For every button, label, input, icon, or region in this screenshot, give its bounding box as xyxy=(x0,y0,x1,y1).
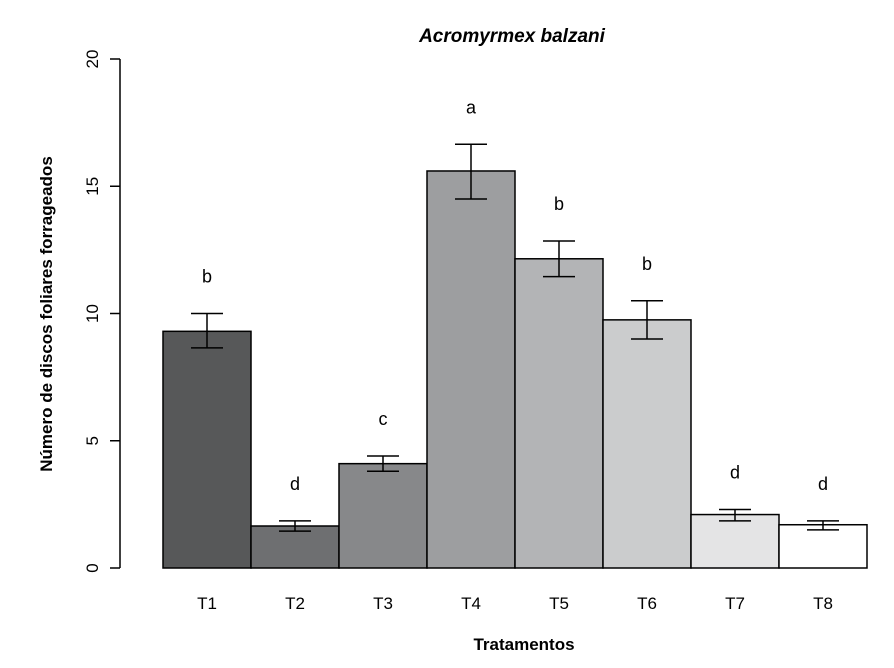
significance-letter-T3: c xyxy=(379,409,388,429)
y-axis: 0 5 10 15 20 xyxy=(83,50,120,573)
significance-letter-T8: d xyxy=(818,474,828,494)
chart-title: Acromyrmex balzani xyxy=(418,26,606,47)
x-axis-labels: T1 T2 T3 T4 T5 T6 T7 T8 xyxy=(197,594,833,613)
x-tick-label-T5: T5 xyxy=(549,594,569,613)
y-tick-label-2: 10 xyxy=(83,304,102,323)
significance-letters: b d c a b b d d xyxy=(202,97,828,494)
x-tick-label-T7: T7 xyxy=(725,594,745,613)
x-tick-label-T1: T1 xyxy=(197,594,217,613)
bar-T8 xyxy=(778,523,868,569)
significance-letter-T2: d xyxy=(290,474,300,494)
x-tick-label-T4: T4 xyxy=(461,594,481,613)
y-tick-label-4: 20 xyxy=(83,50,102,69)
bar-T4 xyxy=(426,170,516,569)
y-tick-label-0: 0 xyxy=(83,563,102,572)
bar-T1 xyxy=(162,330,252,569)
bar-T5 xyxy=(514,258,604,569)
significance-letter-T5: b xyxy=(554,194,564,214)
x-axis-title: Tratamentos xyxy=(473,635,574,654)
significance-letter-T4: a xyxy=(466,97,477,117)
bar-T2 xyxy=(250,525,340,569)
x-tick-label-T2: T2 xyxy=(285,594,305,613)
significance-letter-T1: b xyxy=(202,267,212,287)
y-tick-label-3: 15 xyxy=(83,177,102,196)
bar-T6 xyxy=(602,319,692,569)
error-bars xyxy=(191,143,839,532)
y-tick-label-1: 5 xyxy=(83,436,102,445)
x-tick-label-T3: T3 xyxy=(373,594,393,613)
y-axis-title: Número de discos foliares forrageados xyxy=(37,156,56,472)
bar-T7 xyxy=(690,513,780,569)
bars xyxy=(162,170,868,569)
bar-T3 xyxy=(338,462,428,569)
significance-letter-T7: d xyxy=(730,462,740,482)
x-tick-label-T8: T8 xyxy=(813,594,833,613)
x-tick-label-T6: T6 xyxy=(637,594,657,613)
significance-letter-T6: b xyxy=(642,254,652,274)
